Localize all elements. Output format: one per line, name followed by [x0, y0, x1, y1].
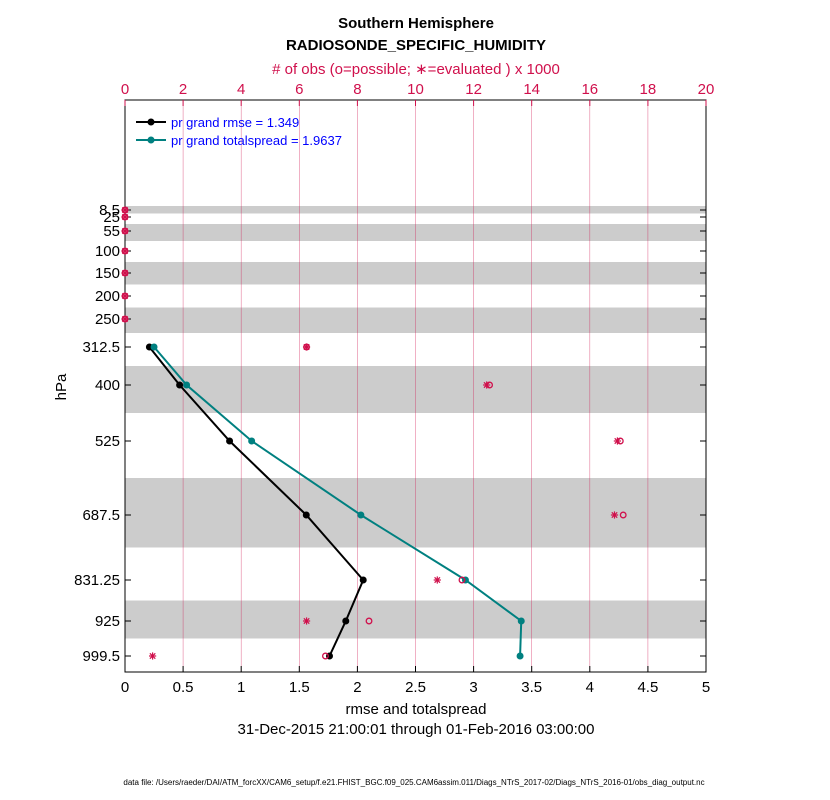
obs-evaluated-marker — [121, 227, 129, 235]
x-axis-label: rmse and totalspread — [346, 701, 487, 718]
top-tick-label: 14 — [523, 81, 540, 98]
y-tick-label: 999.5 — [82, 648, 120, 665]
y-tick-label: 8.5 — [99, 202, 120, 219]
obs-evaluated-marker — [302, 617, 311, 625]
y-tick-label: 400 — [95, 377, 120, 394]
obs-evaluated-marker — [610, 511, 619, 519]
top-tick-label: 8 — [353, 81, 361, 98]
series-point — [183, 381, 191, 389]
top-axis-ticks: 0 2 4 6 8 10 12 14 16 18 20 — [121, 81, 715, 106]
series-point — [150, 343, 158, 351]
obs-evaluated-marker — [483, 381, 491, 389]
asterisk-stroke — [303, 617, 310, 625]
top-tick-label: 20 — [698, 81, 715, 98]
y-tick-label: 312.5 — [82, 339, 120, 356]
obs-possible-marker — [365, 617, 373, 625]
asterisk-stroke — [121, 315, 129, 323]
y-tick-label: 687.5 — [82, 507, 120, 524]
y-axis-label: hPa — [53, 373, 70, 400]
series-point — [176, 381, 184, 389]
top-tick-label: 2 — [179, 81, 187, 98]
y-tick-label: 250 — [95, 311, 120, 328]
asterisk-stroke — [121, 213, 129, 221]
asterisk-stroke — [483, 381, 490, 389]
asterisk-stroke — [611, 511, 618, 519]
series-point — [517, 617, 525, 625]
legend: pr grand rmse = 1.349 pr grand totalspre… — [136, 115, 342, 148]
x-tick-label: 4.5 — [637, 679, 658, 696]
x-tick-label: 1 — [237, 679, 245, 696]
top-tick-label: 12 — [465, 81, 482, 98]
chart-subtitle: RADIOSONDE_SPECIFIC_HUMIDITY — [286, 37, 546, 54]
date-range: 31-Dec-2015 21:00:01 through 01-Feb-2016… — [238, 721, 595, 738]
asterisk-stroke — [614, 437, 621, 445]
series-lines — [145, 343, 525, 660]
series-point — [357, 511, 365, 519]
obs-possible-marker — [619, 511, 627, 519]
x-tick-label: 4 — [586, 679, 594, 696]
series-point — [516, 652, 524, 660]
series-point — [342, 617, 350, 625]
series-point — [302, 511, 310, 519]
obs-markers — [121, 206, 627, 660]
obs-evaluated-marker — [302, 343, 311, 351]
obs-evaluated-marker — [121, 269, 129, 277]
legend-rmse-marker — [147, 118, 155, 126]
obs-possible-marker — [458, 576, 466, 584]
obs-evaluated-marker — [121, 247, 129, 255]
asterisk-stroke — [303, 343, 310, 351]
asterisk-stroke — [121, 206, 129, 214]
x-tick-label: 3 — [469, 679, 477, 696]
y-tick-label: 100 — [95, 243, 120, 260]
x-tick-label: 3.5 — [521, 679, 542, 696]
top-tick-label: 6 — [295, 81, 303, 98]
top-tick-label: 10 — [407, 81, 424, 98]
asterisk-stroke — [434, 576, 441, 584]
x-tick-label: 1.5 — [289, 679, 310, 696]
gridlines — [182, 100, 649, 672]
top-tick-label: 16 — [581, 81, 598, 98]
bottom-axis-ticks: 0 0.5 1 1.5 2 2.5 3 3.5 4 4.5 5 — [121, 666, 710, 696]
series-point — [226, 437, 234, 445]
y-tick-label: 200 — [95, 288, 120, 305]
chart-title: Southern Hemisphere — [338, 15, 494, 32]
asterisk-stroke — [121, 227, 129, 235]
top-tick-label: 4 — [237, 81, 245, 98]
x-tick-label: 2.5 — [405, 679, 426, 696]
asterisk-stroke — [149, 652, 156, 660]
obs-evaluated-marker — [121, 315, 129, 323]
y-tick-label: 25 — [103, 209, 120, 226]
y-tick-label: 55 — [103, 223, 120, 240]
y-tick-label: 150 — [95, 265, 120, 282]
obs-evaluated-marker — [121, 292, 129, 300]
x-tick-label: 5 — [702, 679, 710, 696]
top-tick-label: 0 — [121, 81, 129, 98]
y-tick-label: 831.25 — [74, 572, 120, 589]
asterisk-stroke — [121, 292, 129, 300]
series-point — [359, 576, 367, 584]
obs-evaluated-marker — [613, 437, 621, 445]
obs-evaluated-marker — [148, 652, 157, 660]
legend-spread-marker — [147, 136, 155, 144]
obs-evaluated-marker — [121, 206, 129, 214]
x-tick-label: 0 — [121, 679, 129, 696]
asterisk-stroke — [121, 269, 129, 277]
series-point — [248, 437, 256, 445]
x-tick-label: 0.5 — [173, 679, 194, 696]
y-tick-label: 925 — [95, 613, 120, 630]
obs-evaluated-marker — [121, 213, 129, 221]
legend-rmse-label: pr grand rmse = 1.349 — [171, 115, 299, 130]
top-tick-label: 18 — [640, 81, 657, 98]
asterisk-stroke — [121, 247, 129, 255]
top-axis-label: # of obs (o=possible; ∗=evaluated ) x 10… — [272, 61, 560, 78]
y-tick-label: 525 — [95, 433, 120, 450]
obs-evaluated-marker — [433, 576, 441, 584]
obs-possible-marker — [321, 652, 329, 660]
legend-spread-label: pr grand totalspread = 1.9637 — [171, 133, 342, 148]
data-file-footer: data file: /Users/raeder/DAI/ATM_forcXX/… — [123, 778, 704, 787]
x-tick-label: 2 — [353, 679, 361, 696]
